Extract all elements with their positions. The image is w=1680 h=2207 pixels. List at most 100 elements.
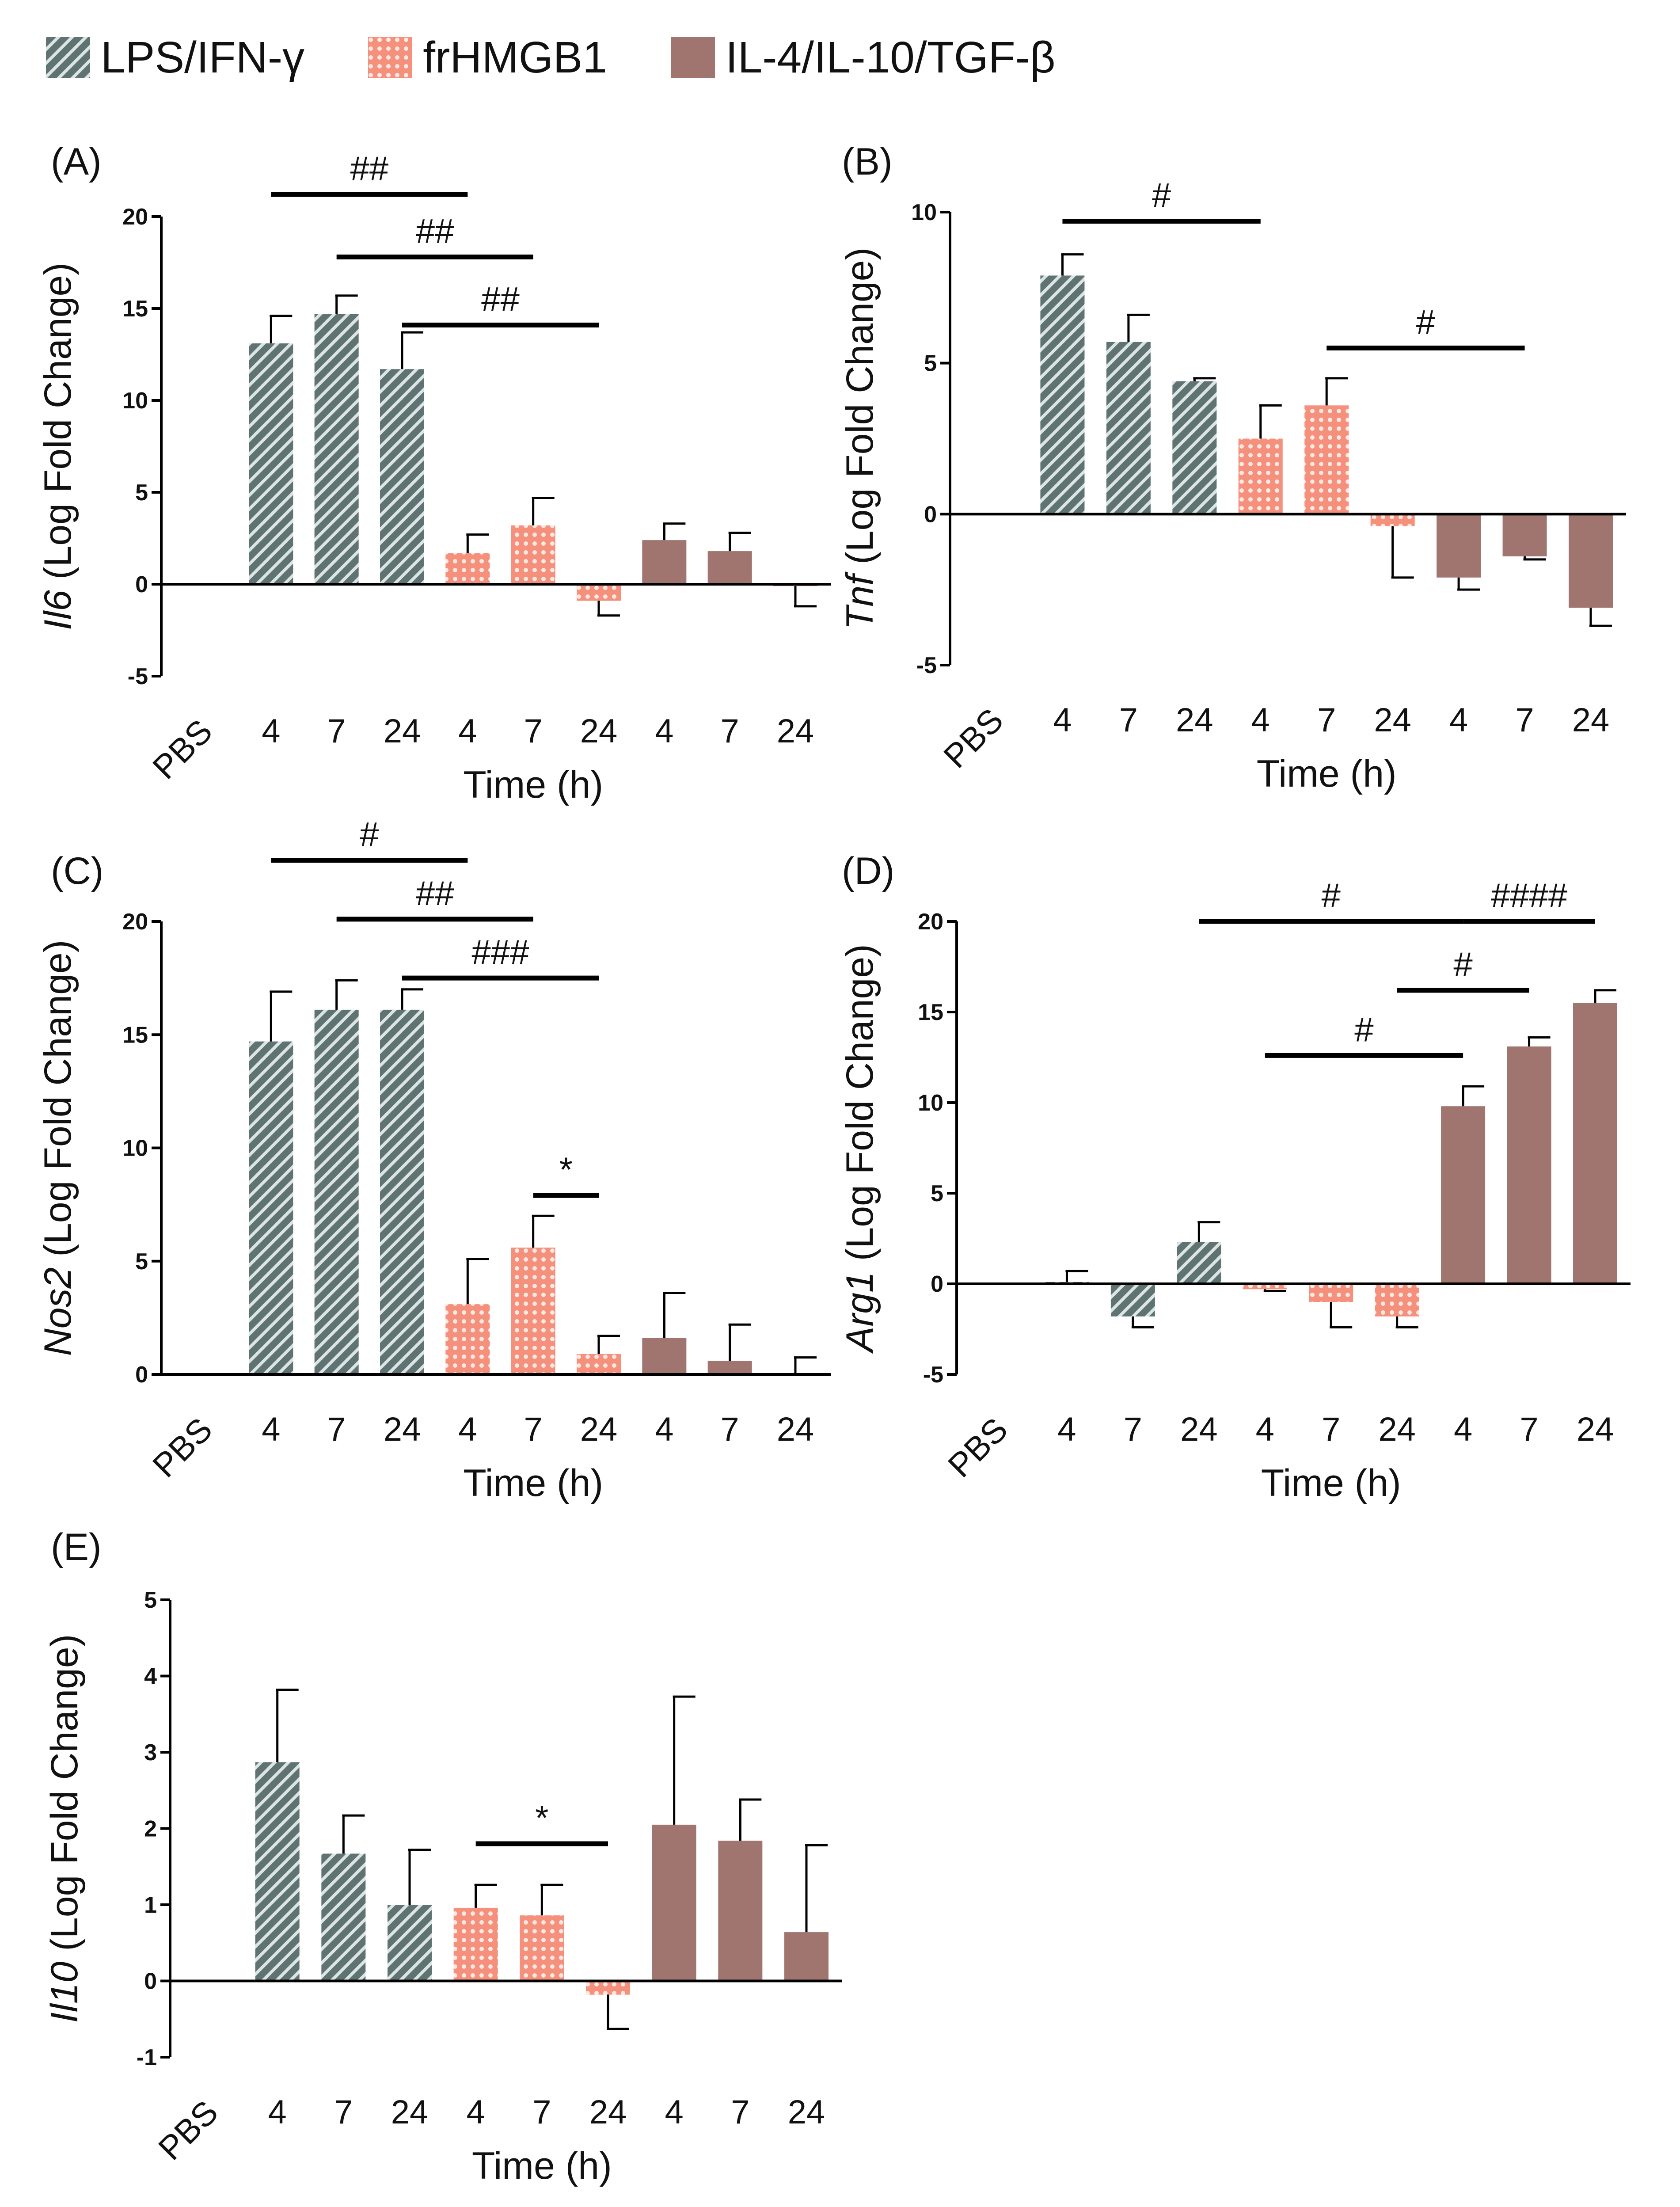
x-tick-label: 4: [665, 2093, 684, 2131]
x-tick-label: 24: [1577, 1411, 1614, 1448]
bar: [1238, 438, 1283, 514]
bar: [249, 343, 293, 584]
x-tick-label: 4: [655, 1411, 673, 1448]
x-tick-label: 7: [327, 712, 346, 750]
y-tick-label: 0: [135, 1362, 148, 1388]
bar: [314, 1009, 359, 1374]
significance-label: #: [360, 815, 379, 854]
y-tick-label: -5: [923, 1362, 943, 1388]
significance-label: #: [1354, 1010, 1373, 1049]
bar: [380, 1009, 424, 1374]
significance-label: ####: [1491, 876, 1568, 915]
y-tick-label: 1: [144, 1892, 157, 1918]
x-tick-label: 4: [458, 1411, 477, 1448]
legend-item-lps-ifn[interactable]: LPS/IFN-γ: [44, 32, 304, 83]
bar: [511, 1248, 555, 1374]
legend-swatch-mesh: [368, 37, 413, 78]
bar: [511, 525, 555, 584]
y-tick-label: 10: [918, 1090, 943, 1116]
x-tick-label: 4: [268, 2093, 287, 2131]
y-tick-label: 15: [918, 1000, 943, 1025]
y-tick-label: 15: [122, 1022, 148, 1048]
y-tick-label: -5: [128, 664, 148, 689]
x-tick-label: 4: [1454, 1411, 1472, 1448]
x-tick-label: PBS: [145, 1411, 220, 1485]
x-tick-label: 7: [721, 712, 739, 750]
y-axis-unit: (Log Fold Change): [839, 247, 881, 575]
y-tick-label: 5: [144, 1587, 157, 1613]
significance-label: ###: [471, 932, 529, 971]
bar: [1309, 1284, 1353, 1302]
bar: [445, 1304, 490, 1374]
y-axis-gene: Arg1: [839, 1271, 881, 1354]
y-tick-label: 5: [924, 351, 937, 377]
x-tick-label: 24: [1378, 1411, 1416, 1448]
y-tick-label: 0: [924, 502, 937, 527]
x-tick-label: 7: [524, 1411, 543, 1448]
bar: [380, 369, 424, 584]
x-tick-label: PBS: [151, 2093, 225, 2168]
bar: [718, 1841, 763, 1981]
x-tick-label: 24: [1374, 701, 1411, 739]
legend-swatch-hatch: [46, 37, 90, 78]
bar: [652, 1824, 696, 1981]
bar: [1110, 1284, 1155, 1317]
x-tick-label: 24: [589, 2093, 627, 2131]
y-axis-unit: (Log Fold Change): [37, 940, 79, 1267]
legend-label-il4-il10-tgfb: IL-4/IL-10/TGF-β: [725, 32, 1056, 82]
significance-label: #: [1152, 176, 1171, 215]
y-tick-label: 10: [122, 1136, 148, 1161]
y-tick-label: 4: [144, 1664, 157, 1689]
significance-label: ##: [416, 212, 454, 251]
y-axis-gene: Tnf: [839, 571, 881, 630]
x-tick-label: 24: [777, 1411, 814, 1448]
bar: [453, 1907, 498, 1981]
y-tick-label: -1: [137, 2045, 157, 2070]
panel-label: (A): [51, 141, 102, 183]
x-tick-label: 4: [1256, 1411, 1274, 1448]
x-tick-label: 7: [524, 712, 543, 750]
legend-item-il4-il10-tgfb[interactable]: IL-4/IL-10/TGF-β: [669, 32, 1056, 83]
significance-label: #: [1416, 303, 1435, 342]
x-tick-label: 4: [458, 712, 477, 750]
chart-panel-d: (D) -5 0 5 10 15 20 PBS 4 7 24 4 7 24 4 7 24 Time (h) Arg1…: [839, 850, 1631, 1504]
y-axis-unit: (Log Fold Change): [839, 944, 881, 1271]
bar: [1370, 514, 1415, 526]
y-tick-label: 2: [144, 1816, 157, 1842]
bar: [642, 540, 687, 584]
y-axis-title: Il6 (Log Fold Change): [37, 263, 79, 630]
x-tick-label: 7: [1520, 1411, 1538, 1448]
x-tick-label: 4: [1449, 701, 1468, 739]
x-tick-label: 7: [532, 2093, 551, 2131]
bar: [586, 1981, 630, 1995]
legend-label-lps-ifn: LPS/IFN-γ: [101, 32, 305, 82]
x-tick-label: 7: [1515, 701, 1534, 739]
bar: [707, 1361, 752, 1374]
bar: [255, 1762, 300, 1981]
bar: [707, 551, 752, 584]
y-tick-label: 20: [918, 909, 943, 935]
y-tick-label: 10: [911, 200, 937, 225]
bar: [1304, 405, 1349, 514]
legend-swatch-solid: [670, 37, 715, 78]
bar: [314, 314, 359, 584]
legend-item-frhmgb1[interactable]: frHMGB1: [366, 32, 607, 83]
panel-label: (D): [842, 850, 894, 892]
bar: [784, 1932, 829, 1981]
chart-panel-a: (A) -5 0 5 10 15 20 PBS 4 7 24 4 7 24 4 7 24 Time (h) Il6 …: [37, 141, 831, 806]
bar: [445, 553, 490, 584]
y-tick-label: 20: [122, 909, 148, 935]
significance-label: ##: [481, 279, 520, 318]
y-tick-label: 5: [931, 1181, 943, 1206]
x-axis-title: Time (h): [1261, 1462, 1401, 1504]
y-axis-gene: Il10: [43, 1962, 86, 2023]
y-axis-title: Arg1 (Log Fold Change): [839, 944, 881, 1354]
y-axis-title: Il10 (Log Fold Change): [43, 1634, 86, 2023]
x-tick-label: 7: [721, 1411, 739, 1448]
bar: [1040, 275, 1085, 514]
bar: [1502, 514, 1547, 556]
y-tick-label: 0: [931, 1271, 943, 1297]
x-tick-label: 4: [1251, 701, 1270, 739]
significance-label: #: [1453, 945, 1472, 984]
y-tick-label: 5: [135, 1249, 148, 1275]
